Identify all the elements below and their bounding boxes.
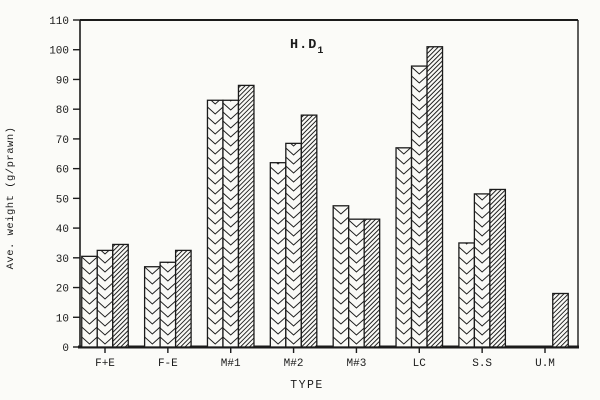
y-tick-label-80: 80 <box>56 105 69 117</box>
y-tick-label-0: 0 <box>62 343 69 355</box>
hatch-chevron-narrow <box>474 193 490 345</box>
bar-S.S-series-2 <box>473 193 491 348</box>
bars <box>81 46 569 348</box>
bar-LC-series-2 <box>410 65 428 348</box>
hatch-chevron-wide <box>270 162 286 345</box>
y-tick-label-110: 110 <box>49 16 69 28</box>
hatch-chevron-narrow <box>285 143 302 345</box>
x-tick-label-M#2: M#2 <box>284 358 304 370</box>
bar-M#3-series-1 <box>332 205 350 348</box>
bar-F+E-series-3 <box>112 243 129 348</box>
hatch-chevron-narrow <box>222 100 239 345</box>
hatch-chevron-narrow <box>348 219 365 345</box>
hatch-chevron-narrow <box>411 66 428 345</box>
hatch-chevron-wide <box>81 256 98 345</box>
hatch-diagonal-hatch <box>112 244 129 347</box>
hatch-chevron-narrow <box>160 262 176 345</box>
x-tick-label-S.S: S.S <box>472 358 492 370</box>
hatch-chevron-narrow <box>97 250 113 345</box>
bar-LC-series-1 <box>395 147 413 348</box>
y-tick-label-100: 100 <box>49 46 69 58</box>
bar-M#3-series-2 <box>348 218 365 348</box>
hatch-chevron-wide <box>458 242 475 345</box>
y-tick-label-90: 90 <box>56 75 69 87</box>
y-tick-label-40: 40 <box>56 224 69 236</box>
bar-F-E-series-2 <box>159 261 177 348</box>
hatch-diagonal-hatch <box>552 293 569 347</box>
y-tick-label-20: 20 <box>56 284 69 296</box>
hatch-diagonal-hatch <box>238 85 254 348</box>
x-tick-label-F-E: F-E <box>158 358 178 370</box>
y-axis-label: Ave. weight (g/prawn) <box>5 127 17 270</box>
axis-ticks: 0 10 20 30 40 50 60 70 80 90 100 110 F+E F-E M#1 M#2 M#3… <box>49 16 555 370</box>
chart-title-subscript: 1 <box>317 46 324 57</box>
y-tick-label-50: 50 <box>56 194 69 206</box>
x-tick-label-LC: LC <box>413 358 427 370</box>
x-tick-label-F+E: F+E <box>95 358 115 370</box>
hatch-chevron-wide <box>396 147 412 345</box>
x-axis-label: TYPE <box>290 379 324 392</box>
x-tick-label-M#1: M#1 <box>221 358 241 370</box>
chart-title: H.D1 <box>290 38 324 57</box>
y-tick-label-70: 70 <box>56 135 69 147</box>
y-tick-label-60: 60 <box>56 165 69 177</box>
hatch-chevron-wide <box>207 100 223 345</box>
y-tick-label-10: 10 <box>56 313 69 325</box>
hatch-chevron-wide <box>333 206 349 345</box>
x-tick-label-U.M: U.M <box>535 358 555 370</box>
hatch-diagonal-hatch <box>175 250 192 348</box>
y-tick-label-30: 30 <box>56 254 69 266</box>
hatch-chevron-wide <box>144 266 161 345</box>
x-tick-label-M#3: M#3 <box>347 358 367 370</box>
chart-title-text: H.D <box>290 38 317 53</box>
